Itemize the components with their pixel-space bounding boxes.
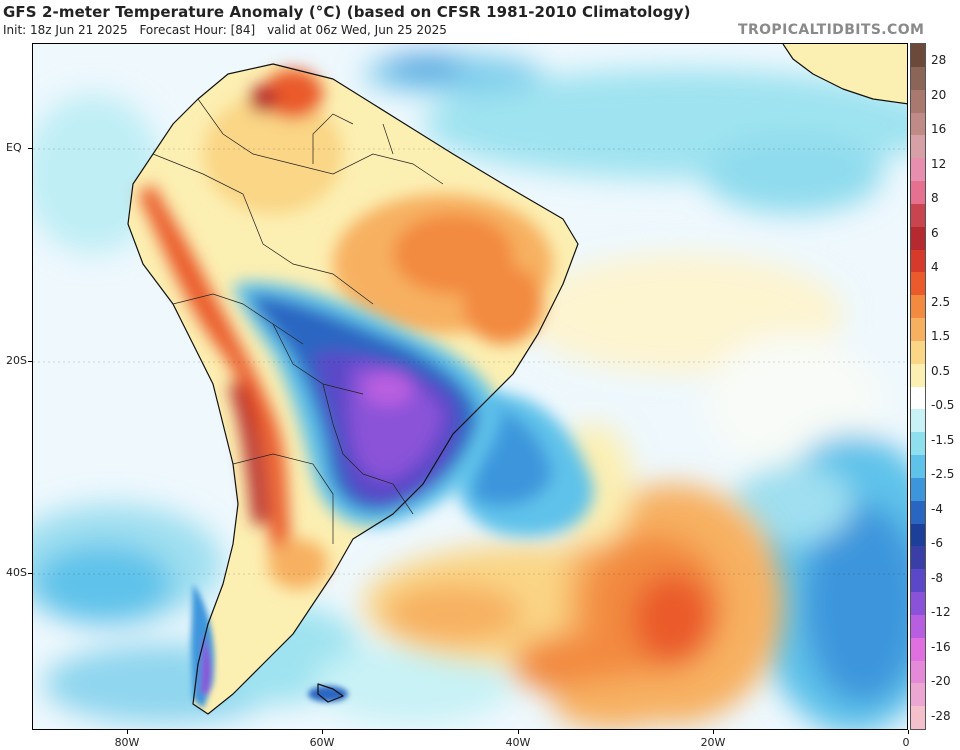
colorbar [910,43,926,730]
lon-tick [127,730,128,734]
lon-tick [322,730,323,734]
colorbar-segment [911,660,925,684]
colorbar-segment [911,706,925,730]
lat-tick [28,148,32,149]
lat-tick [28,573,32,574]
lat-label-eq: EQ [6,141,22,154]
colorbar-segment [911,455,925,479]
africa-landmass [783,44,907,104]
lon-label-60w: 60W [309,736,335,749]
colorbar-label: 1.5 [931,329,951,344]
colorbar-segment [911,295,925,319]
graticule [33,148,907,575]
lat-label-40s: 40S [6,566,27,579]
colorbar-segment [911,318,925,342]
colorbar-segment [911,386,925,410]
colorbar-label: -8 [931,570,943,585]
colorbar-label: 28 [931,53,947,67]
colorbar-segment [911,614,925,639]
colorbar-segment [911,44,925,68]
lon-label-0: 0 [902,736,910,749]
valid-time: valid at 06z Wed, Jun 25 2025 [267,23,447,37]
lat-tick [28,361,32,362]
colorbar-label: -6 [931,536,943,551]
colorbar-segment [911,592,925,616]
colorbar-label: -16 [931,639,951,654]
lon-tick [908,730,909,734]
init-time: Init: 18z Jun 21 2025 [3,23,128,37]
colorbar-segment [911,135,925,159]
lon-label-80w: 80W [114,736,140,749]
colorbar-segment [911,158,925,182]
colorbar-segment [911,409,925,433]
colorbar-label: 4 [931,260,939,275]
colorbar-segment [911,523,925,547]
lon-tick [713,730,714,734]
coastlines [127,44,907,715]
land-anomaly-field [138,69,553,589]
colorbar-label: 0.5 [931,363,951,378]
colorbar-segment [911,432,925,456]
colorbar-segment [911,500,925,524]
colorbar-segment [911,683,925,707]
colorbar-segment [911,272,925,296]
colorbar-segment [911,203,925,228]
colorbar-label: -0.5 [931,398,955,413]
colorbar-segment [911,477,925,502]
lon-label-40w: 40W [505,736,531,749]
cold-anomaly-continent [233,282,503,527]
colorbar-label: 6 [931,225,939,240]
colorbar-segment [911,637,925,661]
colorbar-segment [911,249,925,273]
colorbar-label: 20 [931,87,947,102]
lon-tick [518,730,519,734]
colorbar-segment [911,226,925,250]
colorbar-label: 12 [931,156,947,171]
lon-label-20w: 20W [700,736,726,749]
site-watermark: TROPICALTIDBITS.COM [738,22,925,38]
warm-anomaly-atlantic [363,424,783,729]
colorbar-label: -2.5 [931,467,955,482]
map-title: GFS 2-meter Temperature Anomaly (°C) (ba… [3,3,691,21]
colorbar-label: 2.5 [931,294,951,309]
colorbar-label: -1.5 [931,432,955,447]
colorbar-label: -12 [931,605,951,620]
colorbar-segment [911,89,925,113]
colorbar-label: -4 [931,501,943,516]
colorbar-segment [911,66,925,91]
anomaly-map-canvas [33,44,907,729]
colorbar-segment [911,569,925,593]
anomaly-map [32,43,908,730]
colorbar-label: 8 [931,191,939,206]
colorbar-segment [911,181,925,205]
colorbar-segment [911,546,925,570]
country-borders [152,98,444,544]
colorbar-label: 16 [931,122,947,137]
colorbar-segment [911,363,925,387]
map-subtitle: Init: 18z Jun 21 2025 Forecast Hour: [84… [3,23,455,37]
colorbar-label: -20 [931,674,951,689]
lat-label-20s: 20S [6,354,27,367]
colorbar-segment [911,340,925,365]
colorbar-label: -28 [931,709,951,723]
forecast-hour: Forecast Hour: [84] [139,23,256,37]
colorbar-segment [911,112,925,136]
